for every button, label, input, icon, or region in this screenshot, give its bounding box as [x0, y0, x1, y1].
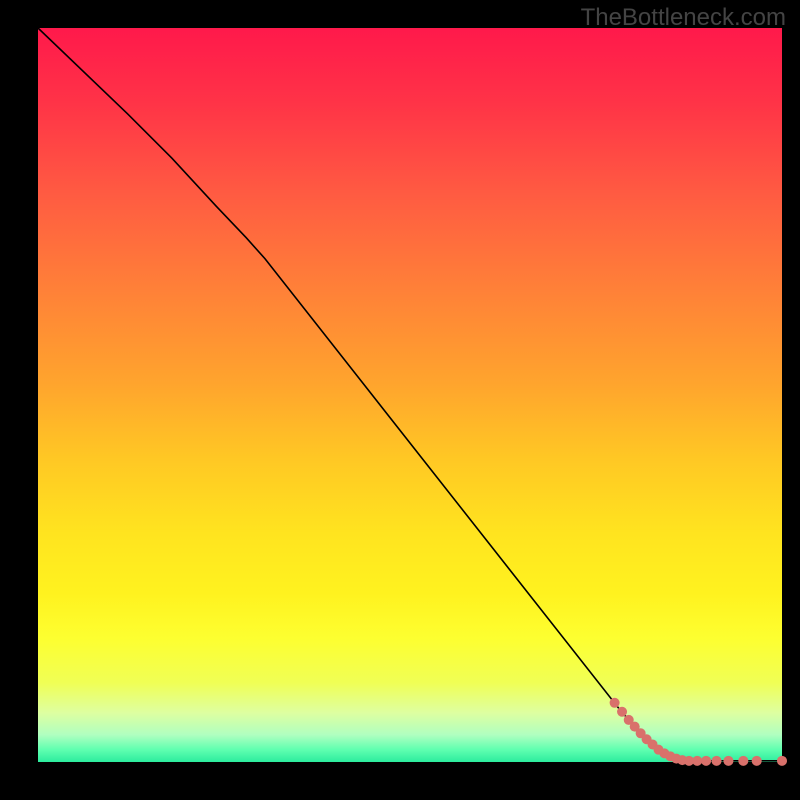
plot-bottom-band: [38, 762, 782, 772]
source-label: TheBottleneck.com: [581, 4, 786, 32]
data-point: [738, 756, 748, 766]
data-point: [777, 756, 787, 766]
data-point: [723, 756, 733, 766]
data-point: [712, 756, 722, 766]
data-point: [617, 707, 627, 717]
plot-background: [38, 28, 782, 772]
data-point: [692, 756, 702, 766]
chart-canvas: [0, 0, 800, 800]
data-point: [752, 756, 762, 766]
bottleneck-chart: TheBottleneck.com: [0, 0, 800, 800]
data-point: [610, 698, 620, 708]
data-point: [701, 756, 711, 766]
